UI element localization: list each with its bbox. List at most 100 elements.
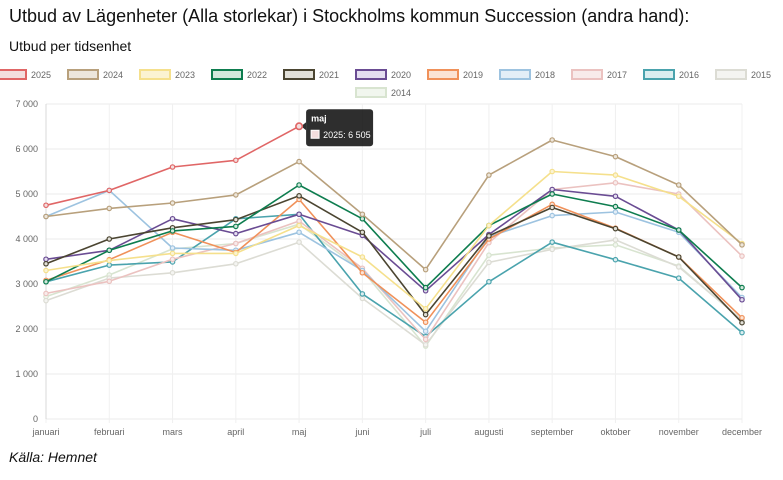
- x-tick-label: april: [227, 427, 244, 437]
- data-point: [486, 222, 492, 229]
- tooltip-title: maj: [311, 113, 327, 123]
- legend-label: 2016: [679, 70, 699, 80]
- series-line: [45, 239, 743, 346]
- x-tick-label: september: [531, 427, 574, 437]
- x-tick-label: oktober: [600, 427, 630, 437]
- legend-label: 2020: [391, 70, 411, 80]
- x-tick-label: juli: [419, 427, 431, 437]
- legend-item-2022: 2022: [211, 69, 267, 80]
- data-point: [612, 225, 619, 232]
- series-2021: [43, 193, 745, 326]
- series-line: [45, 182, 743, 341]
- tooltip-label: 2025: 6 505: [323, 130, 371, 140]
- data-point: [43, 202, 49, 209]
- x-tick-label: november: [659, 427, 699, 437]
- data-point: [233, 157, 239, 164]
- data-point: [549, 137, 555, 143]
- data-point: [106, 262, 113, 268]
- data-point: [106, 247, 113, 254]
- chart-title: Utbud av Lägenheter (Alla storlekar) i S…: [9, 6, 690, 26]
- data-point: [233, 230, 239, 237]
- legend-item-2018: 2018: [499, 69, 555, 80]
- x-tick-label: december: [722, 427, 762, 437]
- series-2024: [43, 137, 745, 273]
- data-point: [296, 211, 302, 218]
- tooltip: maj 2025: 6 505: [295, 109, 374, 147]
- legend-label: 2019: [463, 70, 483, 80]
- legend-item-2021: 2021: [283, 69, 339, 80]
- x-tick-label: augusti: [474, 427, 503, 437]
- data-point: [43, 290, 49, 297]
- data-point: [549, 204, 555, 211]
- data-point: [486, 252, 492, 259]
- legend-swatch: [499, 69, 531, 80]
- legend-swatch: [427, 69, 459, 80]
- data-point: [675, 254, 682, 260]
- data-point: [675, 227, 682, 233]
- data-point: [296, 239, 302, 245]
- y-tick-label: 3 000: [15, 279, 38, 289]
- data-point: [486, 278, 492, 285]
- data-point: [43, 256, 49, 263]
- data-point: [233, 260, 239, 267]
- data-point: [739, 242, 745, 248]
- data-point: [486, 259, 492, 266]
- data-point: [422, 266, 429, 273]
- data-point: [296, 193, 302, 199]
- data-point: [422, 284, 429, 291]
- data-point: [422, 328, 429, 335]
- data-point: [296, 218, 302, 224]
- legend-item-2024: 2024: [67, 69, 123, 80]
- series-2019: [43, 196, 745, 326]
- data-point: [359, 291, 366, 297]
- legend-swatch: [715, 69, 747, 80]
- legend-item-2014: 2014: [355, 87, 411, 98]
- data-point: [739, 296, 745, 303]
- data-point: [169, 228, 176, 234]
- data-point: [233, 216, 239, 223]
- data-point: [612, 203, 619, 210]
- legend-label: 2021: [319, 70, 339, 80]
- legend-swatch: [0, 69, 27, 80]
- legend-item-2025: 2025: [0, 69, 51, 80]
- data-point: [359, 254, 366, 260]
- legend: 2025 2024 2023 2022 2021 2020 2019 2018 2017 2016…: [0, 69, 771, 98]
- series-line: [45, 188, 743, 301]
- legend-label: 2023: [175, 70, 195, 80]
- x-axis: januari februari mars april maj juni juli augus…: [31, 427, 762, 437]
- data-point: [106, 257, 113, 264]
- x-tick-label: maj: [292, 427, 307, 437]
- data-point: [169, 256, 176, 263]
- x-tick-label: mars: [163, 427, 183, 437]
- data-point: [739, 253, 745, 259]
- data-point: [612, 179, 619, 186]
- y-tick-label: 5 000: [15, 189, 38, 199]
- data-point: [169, 250, 176, 257]
- data-point: [296, 222, 302, 229]
- data-point: [359, 295, 366, 302]
- legend-item-2016: 2016: [643, 69, 699, 80]
- y-tick-label: 4 000: [15, 234, 38, 244]
- data-point: [612, 209, 619, 215]
- data-point: [359, 215, 366, 222]
- data-point: [549, 186, 555, 193]
- data-point: [233, 192, 239, 198]
- source-note: Källa: Hemnet: [9, 449, 97, 465]
- data-point: [43, 278, 49, 285]
- data-point: [296, 158, 302, 165]
- data-point: [296, 229, 302, 236]
- data-point: [359, 229, 366, 236]
- legend-item-2023: 2023: [139, 69, 195, 80]
- data-point: [169, 164, 176, 170]
- series-2023: [43, 168, 745, 312]
- y-tick-label: 7 000: [15, 99, 38, 109]
- data-point: [549, 246, 555, 253]
- legend-swatch: [571, 69, 603, 80]
- data-point: [43, 267, 49, 274]
- data-point: [486, 233, 492, 239]
- legend-item-2017: 2017: [571, 69, 627, 80]
- data-point: [422, 305, 429, 312]
- legend-item-2015: 2015: [715, 69, 771, 80]
- y-axis: 0 1 000 2 000 3 000 4 000 5 000 6 000 7 000: [15, 99, 38, 424]
- legend-item-2020: 2020: [355, 69, 411, 80]
